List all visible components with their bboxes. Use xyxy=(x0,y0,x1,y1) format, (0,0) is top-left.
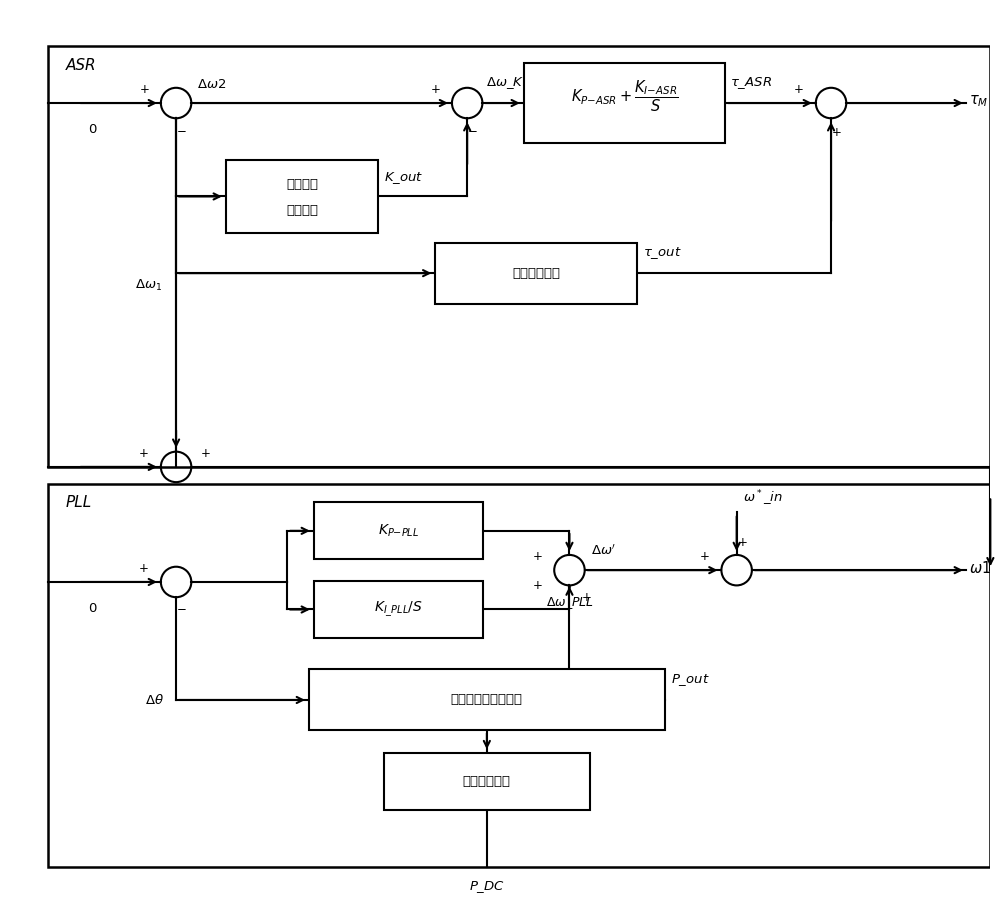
Text: 速度波动: 速度波动 xyxy=(286,178,318,191)
Text: $\tau\_out$: $\tau\_out$ xyxy=(643,245,681,261)
Text: 力矩补偿算法: 力矩补偿算法 xyxy=(512,266,560,279)
Bar xyxy=(48,46,990,467)
Text: $\tau\_ASR$: $\tau\_ASR$ xyxy=(730,76,772,91)
Text: +: + xyxy=(201,446,211,460)
Text: $\Delta\omega2$: $\Delta\omega2$ xyxy=(197,78,227,91)
Bar xyxy=(309,669,665,730)
Text: +: + xyxy=(139,446,149,460)
Text: 0: 0 xyxy=(88,123,97,136)
Bar xyxy=(435,242,637,303)
Text: PLL: PLL xyxy=(66,495,92,511)
Bar xyxy=(524,63,725,143)
Bar xyxy=(384,753,590,810)
Text: +: + xyxy=(430,83,440,96)
Text: $\tau_M$: $\tau_M$ xyxy=(969,93,988,109)
Text: −: − xyxy=(177,604,187,617)
Text: +: + xyxy=(533,579,542,593)
Text: $\Delta\omega_1$: $\Delta\omega_1$ xyxy=(135,278,162,292)
Text: −: − xyxy=(177,124,187,137)
Text: +: + xyxy=(140,83,150,96)
Text: 提取算法: 提取算法 xyxy=(286,204,318,217)
Text: +: + xyxy=(139,561,149,574)
Text: 0: 0 xyxy=(88,602,97,615)
Text: $K_{P\mathrm{-}PLL}$: $K_{P\mathrm{-}PLL}$ xyxy=(378,523,419,539)
Text: $\omega1$: $\omega1$ xyxy=(969,561,991,576)
Text: ASR: ASR xyxy=(66,58,97,73)
Text: $\Delta\omega\_K$: $\Delta\omega\_K$ xyxy=(486,76,525,91)
Text: $\Delta\omega\_PLL$: $\Delta\omega\_PLL$ xyxy=(546,596,594,611)
Text: +: + xyxy=(794,83,804,96)
Bar xyxy=(314,502,483,560)
Text: 提取直流成分: 提取直流成分 xyxy=(463,775,511,788)
Text: $K\_out$: $K\_out$ xyxy=(384,170,424,185)
Text: +: + xyxy=(700,550,710,563)
Bar xyxy=(314,581,483,638)
Bar xyxy=(48,484,990,868)
Text: −: − xyxy=(468,124,478,137)
Text: $P\_out$: $P\_out$ xyxy=(671,672,709,688)
Text: +: + xyxy=(738,536,747,549)
Text: +: + xyxy=(533,550,542,563)
Text: $K_{P\mathrm{-}ASR}+\dfrac{K_{I\mathrm{-}ASR}}{S}$: $K_{P\mathrm{-}ASR}+\dfrac{K_{I\mathrm{-… xyxy=(571,78,678,113)
Text: $\Delta\omega'$: $\Delta\omega'$ xyxy=(591,544,616,559)
Text: $\omega^*\_in$: $\omega^*\_in$ xyxy=(743,488,783,508)
Text: +: + xyxy=(832,125,842,138)
Bar xyxy=(226,160,378,233)
Text: +: + xyxy=(582,591,592,604)
Text: 轴误差波动滤除算法: 轴误差波动滤除算法 xyxy=(451,693,523,706)
Text: $K_{I\_PLL}/S$: $K_{I\_PLL}/S$ xyxy=(374,600,423,620)
Text: $P\_DC$: $P\_DC$ xyxy=(469,879,505,895)
Text: $\Delta\theta$: $\Delta\theta$ xyxy=(145,693,164,707)
